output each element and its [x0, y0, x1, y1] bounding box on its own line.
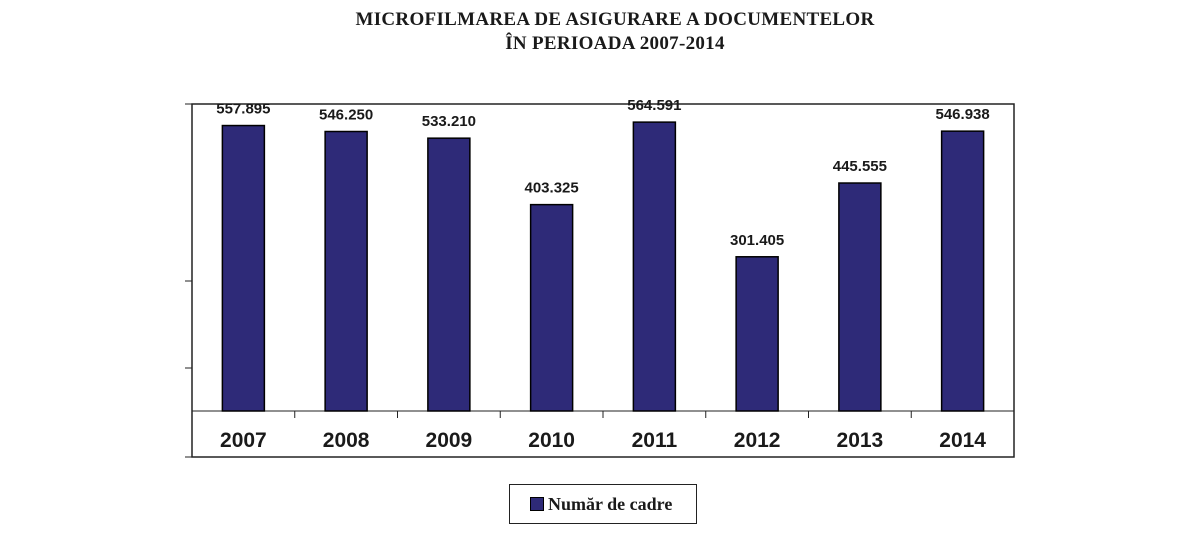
chart-title-line2: ÎN PERIOADA 2007-2014	[505, 33, 725, 54]
bar	[838, 182, 882, 412]
x-tick-label: 2010	[528, 429, 575, 452]
bar	[324, 130, 368, 412]
x-tick-label: 2009	[426, 429, 473, 452]
x-tick-label: 2014	[939, 429, 986, 452]
legend-swatch	[530, 497, 544, 511]
x-tick-label: 2008	[323, 429, 370, 452]
plot-frame	[191, 103, 1015, 458]
data-label: 403.325	[525, 180, 579, 197]
data-label: 301.405	[730, 232, 784, 249]
data-label: 557.895	[216, 101, 270, 118]
chart-title-line1: MICROFILMAREA DE ASIGURARE A DOCUMENTELO…	[355, 9, 875, 30]
x-tick-label: 2011	[632, 429, 678, 452]
bar	[221, 124, 266, 412]
chart-title: MICROFILMAREA DE ASIGURARE A DOCUMENTELO…	[0, 8, 1182, 56]
x-tick-label: 2007	[220, 429, 267, 452]
data-label: 546.250	[319, 107, 373, 124]
bar	[632, 121, 677, 412]
legend: Număr de cadre	[509, 484, 697, 524]
data-label: 546.938	[936, 106, 990, 123]
data-label: 445.555	[833, 158, 887, 175]
data-label: 533.210	[422, 113, 476, 130]
x-tick-label: 2012	[734, 429, 781, 452]
bar	[427, 137, 471, 412]
bar	[735, 256, 779, 412]
bar	[529, 203, 574, 412]
legend-label: Număr de cadre	[548, 493, 673, 514]
bar	[940, 130, 985, 412]
data-label: 564.591	[627, 97, 681, 114]
x-tick-label: 2013	[837, 429, 884, 452]
